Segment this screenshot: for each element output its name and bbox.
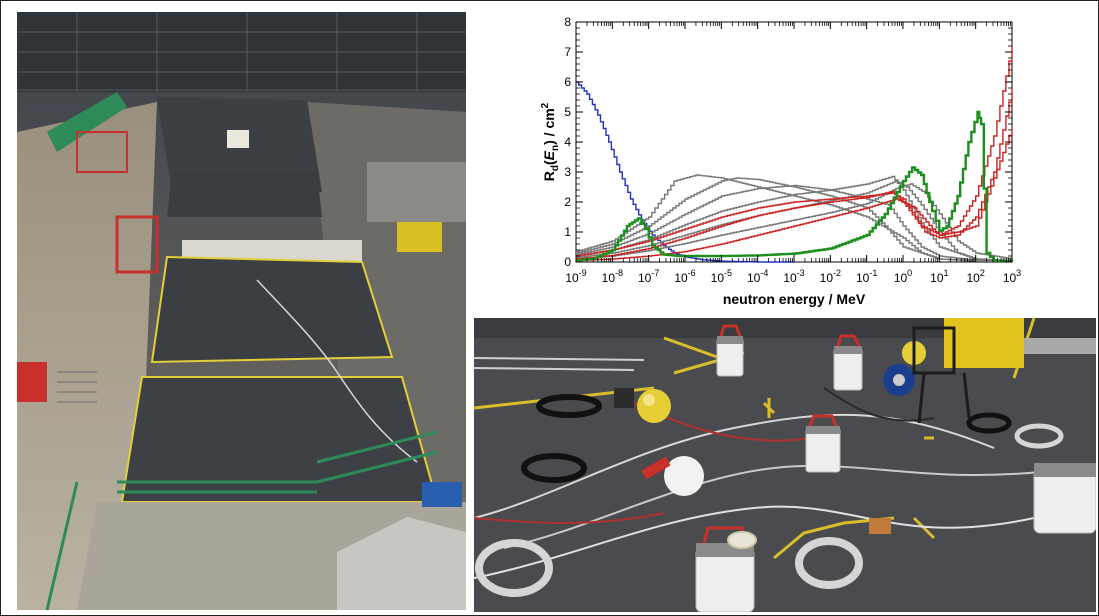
series-line-0 <box>576 81 794 263</box>
x-tick-label: 10-8 <box>602 268 623 285</box>
series-line-4 <box>576 175 1013 262</box>
x-tick-label: 10-9 <box>565 268 586 285</box>
y-tick-label: 0 <box>564 255 571 269</box>
y-tick-label: 8 <box>564 15 571 29</box>
y-tick-label: 4 <box>564 135 571 149</box>
y-axis-label: Rd(En) / cm2 <box>540 102 561 181</box>
detector-setup-illustration <box>474 318 1096 612</box>
y-tick-label: 3 <box>564 165 571 179</box>
x-tick-label: 10-4 <box>747 268 768 285</box>
x-tick-label: 10-3 <box>783 268 804 285</box>
photo-reactor-hall <box>17 12 466 610</box>
chart-svg: 10-9 10-8 10-7 10-6 10-5 10-4 10-3 10-2 10-1 100 1… <box>474 12 1096 312</box>
reactor-hall-illustration <box>17 12 466 610</box>
photo-detector-setup <box>474 318 1096 612</box>
y-tick-label: 5 <box>564 105 571 119</box>
x-tick-label: 103 <box>1003 268 1021 285</box>
y-tick-label: 6 <box>564 75 571 89</box>
x-tick-label: 100 <box>894 268 912 285</box>
y-tick-label: 2 <box>564 195 571 209</box>
x-axis-label: neutron energy / MeV <box>723 291 866 307</box>
x-tick-label: 102 <box>966 268 984 285</box>
y-tick-label: 1 <box>564 225 571 239</box>
x-tick-label: 10-5 <box>711 268 732 285</box>
y-tick-label: 7 <box>564 45 571 59</box>
series-line-10 <box>576 110 1014 263</box>
x-tick-label: 101 <box>930 268 948 285</box>
x-tick-label: 10-1 <box>856 268 877 285</box>
series-line-6 <box>576 183 1013 260</box>
x-tick-label: 10-2 <box>820 268 841 285</box>
x-tick-label: 10-7 <box>638 268 659 285</box>
series-line-8 <box>576 88 1013 260</box>
response-function-chart: 10-9 10-8 10-7 10-6 10-5 10-4 10-3 10-2 10-1 100 1… <box>474 12 1096 312</box>
x-tick-label: 10-6 <box>674 268 695 285</box>
